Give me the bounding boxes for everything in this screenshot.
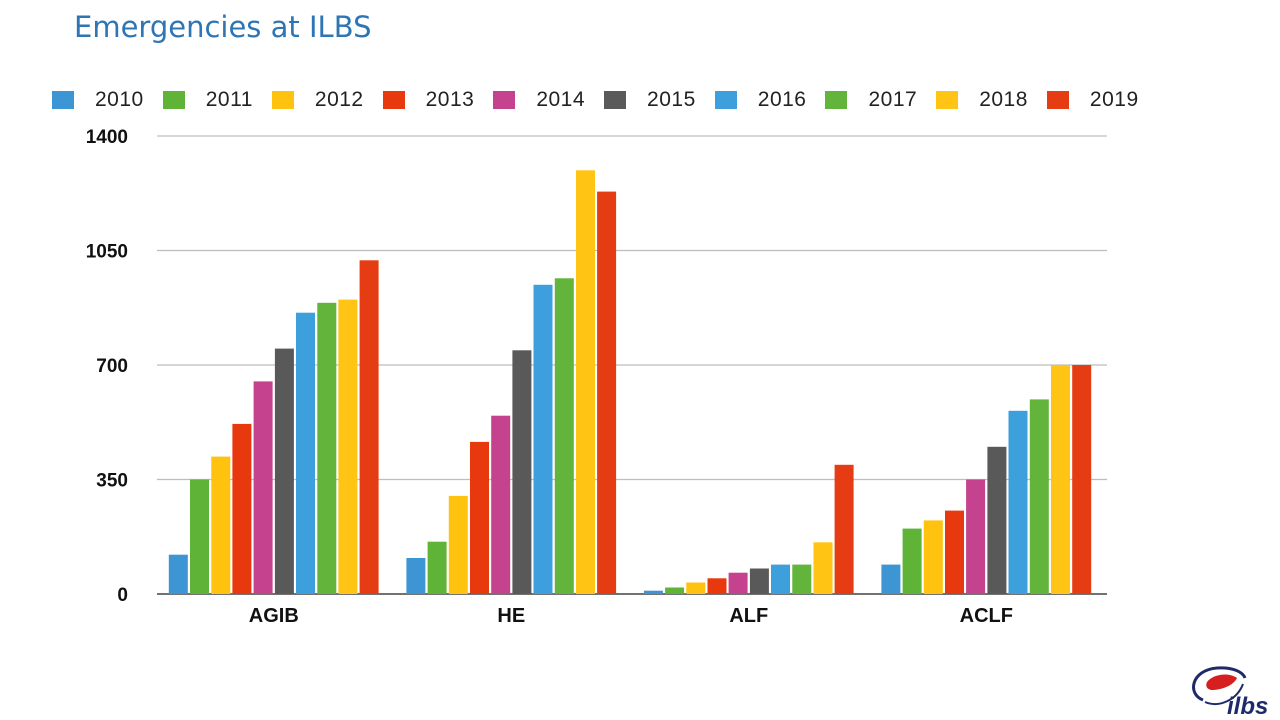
- legend-item-2017: 2017: [825, 88, 917, 112]
- legend-item-2013: 2013: [382, 88, 475, 112]
- x-category-label-HE: HE: [497, 605, 525, 627]
- legend-item-2010: 2010: [52, 88, 144, 112]
- bar-ALF-2019: [834, 464, 854, 594]
- bar-ALF-2017: [792, 564, 812, 594]
- legend-swatch-2014: [493, 91, 516, 109]
- y-tick-label-1050: 1050: [86, 242, 128, 263]
- bar-AGIB-2014: [253, 381, 273, 594]
- legend-label-2013: 2013: [425, 88, 475, 111]
- legend-item-2014: 2014: [493, 88, 585, 112]
- bar-ACLF-2016: [1008, 410, 1028, 594]
- legend-item-2019: 2019: [1046, 88, 1139, 112]
- legend-label-2017: 2017: [868, 88, 918, 111]
- bar-ALF-2011: [665, 587, 685, 594]
- bar-ACLF-2012: [923, 520, 943, 594]
- ilbs-logo: ilbs: [1183, 660, 1280, 720]
- bar-HE-2016: [533, 284, 553, 594]
- legend-label-2015: 2015: [647, 88, 696, 111]
- bar-ALF-2010: [643, 590, 663, 594]
- logo-text: ilbs: [1227, 693, 1268, 720]
- legend-swatch-2016: [714, 91, 737, 109]
- legend-swatch-2017: [825, 91, 848, 109]
- bar-AGIB-2016: [296, 312, 315, 594]
- bar-AGIB-2010: [168, 554, 188, 594]
- bar-ACLF-2018: [1051, 365, 1070, 594]
- legend-label-2012: 2012: [314, 88, 364, 111]
- slide-title: Emergencies at ILBS: [74, 10, 372, 44]
- bar-ALF-2012: [686, 582, 706, 594]
- bar-ALF-2013: [707, 578, 727, 594]
- bar-AGIB-2019: [359, 260, 379, 594]
- legend-label-2011: 2011: [205, 88, 253, 111]
- bar-HE-2012: [448, 495, 468, 594]
- bar-ACLF-2015: [987, 446, 1007, 594]
- bar-ALF-2016: [771, 564, 790, 594]
- legend-item-2015: 2015: [604, 88, 696, 112]
- bar-ALF-2015: [749, 568, 769, 594]
- y-tick-label-350: 350: [96, 471, 128, 492]
- bar-HE-2014: [491, 415, 511, 594]
- bar-ALF-2014: [728, 572, 748, 594]
- y-tick-label-700: 700: [96, 356, 128, 377]
- legend-label-2016: 2016: [757, 88, 807, 111]
- x-axis-category-labels: AGIB HE ALF ACLF: [249, 605, 1013, 627]
- legend-item-2016: 2016: [714, 88, 807, 112]
- bar-AGIB-2011: [190, 479, 209, 594]
- legend-swatch-2010: [52, 91, 74, 109]
- legend-item-2011: 2011: [162, 88, 253, 112]
- legend-label-2019: 2019: [1089, 88, 1139, 111]
- legend-swatch-2015: [604, 91, 627, 109]
- bar-ACLF-2017: [1029, 399, 1049, 594]
- bar-AGIB-2018: [338, 299, 358, 594]
- bar-ACLF-2013: [945, 510, 964, 594]
- legend-swatch-2019: [1046, 91, 1069, 109]
- bar-ACLF-2010: [881, 564, 901, 594]
- bar-HE-2010: [406, 558, 426, 594]
- bar-AGIB-2013: [232, 423, 252, 594]
- bar-ACLF-2014: [966, 479, 986, 594]
- y-tick-label-1400: 1400: [86, 127, 128, 148]
- chart-legend: 2010 2011 2012 2013 2014 2015 2016 2017 2018 2019: [52, 88, 1158, 112]
- bar-HE-2015: [512, 350, 532, 594]
- y-tick-label-0: 0: [117, 585, 128, 606]
- legend-label-2018: 2018: [979, 88, 1028, 111]
- bar-HE-2011: [427, 541, 447, 594]
- legend-label-2014: 2014: [536, 88, 586, 111]
- x-category-label-AGIB: AGIB: [249, 605, 299, 627]
- bar-HE-2017: [554, 278, 574, 594]
- bar-ALF-2018: [813, 542, 833, 594]
- bar-AGIB-2012: [211, 456, 231, 594]
- x-category-label-ALF: ALF: [729, 605, 768, 627]
- legend-swatch-2011: [162, 91, 185, 109]
- legend-item-2012: 2012: [271, 88, 364, 112]
- legend-swatch-2013: [382, 91, 405, 109]
- bar-ACLF-2011: [902, 528, 922, 594]
- bar-HE-2018: [576, 170, 595, 595]
- y-axis-tick-labels: 0 350 700 1050 1400: [86, 127, 128, 606]
- legend-swatch-2012: [271, 91, 294, 109]
- legend-swatch-2018: [936, 91, 959, 109]
- bar-ACLF-2019: [1072, 365, 1092, 594]
- bar-AGIB-2015: [274, 348, 294, 594]
- bar-HE-2013: [470, 441, 489, 594]
- legend-label-2010: 2010: [95, 88, 144, 111]
- legend-item-2018: 2018: [936, 88, 1028, 112]
- chart-bars: [168, 170, 1092, 595]
- x-category-label-ACLF: ACLF: [960, 605, 1013, 627]
- bar-AGIB-2017: [317, 302, 337, 594]
- bar-HE-2019: [597, 191, 617, 594]
